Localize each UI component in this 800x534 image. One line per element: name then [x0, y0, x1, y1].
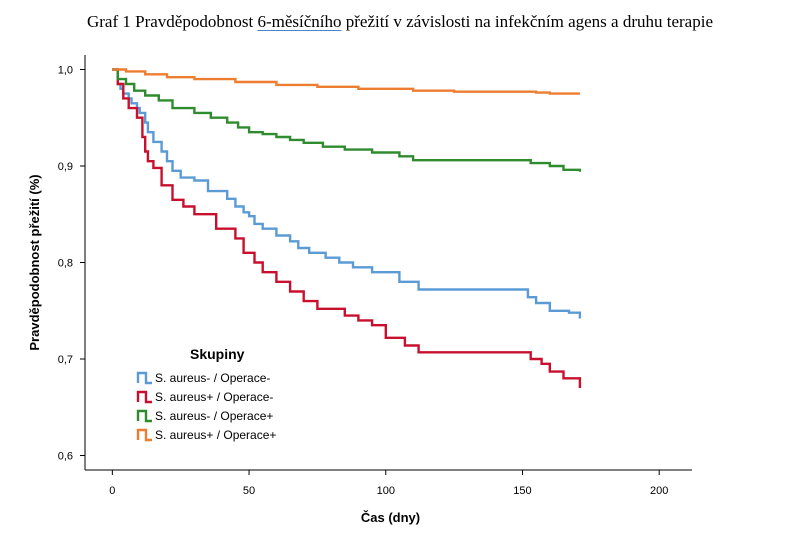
- legend-title: Skupiny: [190, 346, 245, 362]
- y-tick-label: 1,0: [58, 64, 73, 76]
- y-tick-label: 0,8: [58, 258, 73, 270]
- title-before: Graf 1 Pravděpodobnost: [86, 12, 258, 31]
- series-lines: [112, 68, 582, 388]
- chart-title: Graf 1 Pravděpodobnost 6-měsíčního přeži…: [0, 12, 800, 32]
- y-tick-label: 0,9: [58, 161, 73, 173]
- legend-label: S. aureus- / Operace+: [155, 409, 273, 423]
- legend-swatch: [136, 371, 152, 385]
- legend-swatch: [136, 428, 152, 442]
- y-tick-label: 0,7: [58, 354, 73, 366]
- y-axis-label: Pravděpodobnost přežití (%): [27, 174, 42, 350]
- axes: 0 50 100 150 200 0,6 0,7 0,8 0,9 1,0: [58, 55, 692, 497]
- series-line-4: [112, 68, 580, 95]
- series-line-2: [112, 68, 582, 388]
- series-line-3: [112, 68, 582, 172]
- legend-swatch: [136, 409, 152, 423]
- x-axis-label: Čas (dny): [361, 510, 420, 525]
- y-tick-label: 0,6: [58, 451, 73, 463]
- series-line-1: [112, 68, 582, 319]
- legend-label: S. aureus+ / Operace+: [155, 428, 276, 442]
- title-underlined: 6-měsíčního: [257, 12, 342, 31]
- legend: Skupiny S. aureus- / Operace- S. aureus+ /…: [136, 346, 276, 442]
- title-after: přežití v závislosti na infekčním agens …: [341, 12, 713, 31]
- legend-label: S. aureus- / Operace-: [155, 371, 270, 385]
- x-tick-label: 50: [243, 485, 255, 497]
- x-tick-label: 0: [109, 485, 115, 497]
- x-tick-label: 200: [650, 485, 668, 497]
- legend-label: S. aureus+ / Operace-: [155, 390, 273, 404]
- legend-swatch: [136, 390, 152, 404]
- x-tick-label: 150: [513, 485, 531, 497]
- x-tick-label: 100: [377, 485, 395, 497]
